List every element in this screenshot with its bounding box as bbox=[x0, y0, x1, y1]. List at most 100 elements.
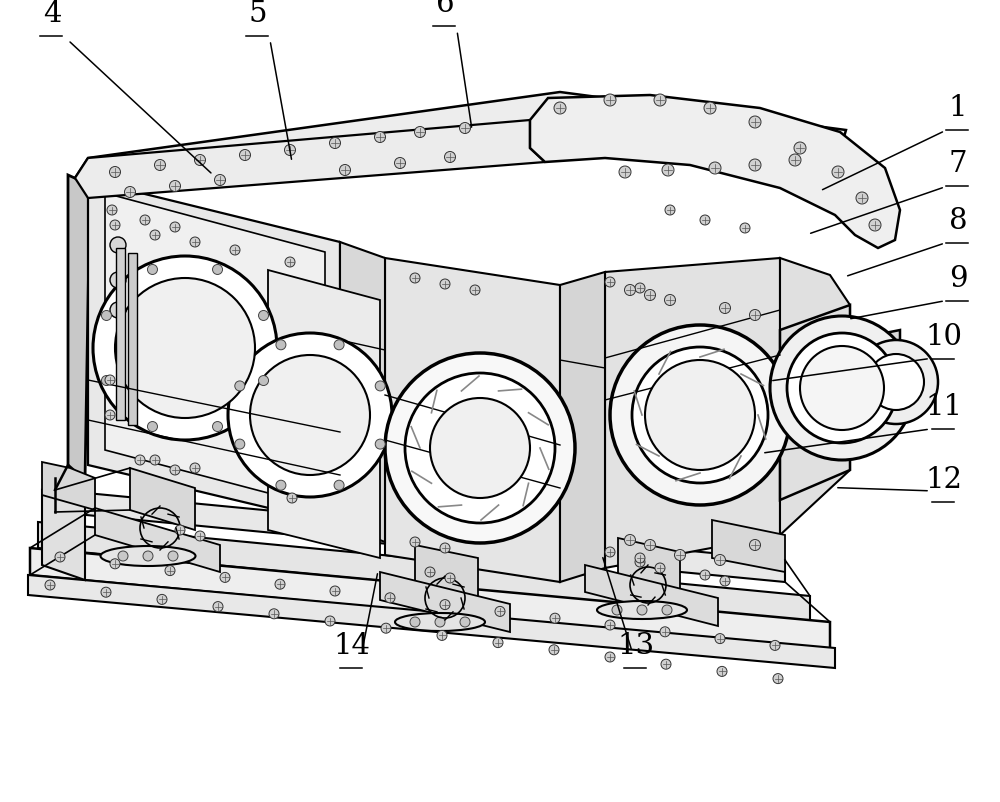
Polygon shape bbox=[55, 490, 785, 582]
Circle shape bbox=[213, 422, 223, 431]
Text: 5: 5 bbox=[249, 1, 267, 29]
Circle shape bbox=[750, 540, 761, 550]
Circle shape bbox=[644, 540, 656, 550]
Circle shape bbox=[605, 652, 615, 662]
Polygon shape bbox=[585, 565, 718, 626]
Circle shape bbox=[334, 340, 344, 350]
Circle shape bbox=[770, 316, 914, 460]
Text: 1: 1 bbox=[949, 95, 967, 123]
Circle shape bbox=[259, 375, 269, 386]
Circle shape bbox=[854, 340, 938, 424]
Circle shape bbox=[635, 283, 645, 293]
Circle shape bbox=[645, 360, 755, 470]
Ellipse shape bbox=[597, 601, 687, 619]
Circle shape bbox=[110, 167, 120, 177]
Polygon shape bbox=[530, 95, 900, 248]
Circle shape bbox=[750, 310, 761, 321]
Polygon shape bbox=[268, 270, 380, 558]
Circle shape bbox=[230, 245, 240, 255]
Circle shape bbox=[374, 132, 386, 143]
Circle shape bbox=[554, 102, 566, 114]
Circle shape bbox=[440, 600, 450, 610]
Circle shape bbox=[787, 333, 897, 443]
Circle shape bbox=[259, 310, 269, 321]
Circle shape bbox=[749, 116, 761, 128]
Polygon shape bbox=[38, 522, 810, 622]
Circle shape bbox=[610, 325, 790, 505]
Circle shape bbox=[118, 551, 128, 561]
Text: 7: 7 bbox=[949, 151, 967, 179]
Circle shape bbox=[170, 465, 180, 475]
Circle shape bbox=[749, 159, 761, 171]
Circle shape bbox=[375, 381, 385, 391]
Polygon shape bbox=[28, 575, 835, 668]
Circle shape bbox=[154, 160, 166, 171]
Polygon shape bbox=[780, 305, 850, 500]
Circle shape bbox=[194, 155, 206, 165]
Circle shape bbox=[101, 587, 111, 597]
Circle shape bbox=[410, 537, 420, 547]
Circle shape bbox=[700, 570, 710, 580]
Circle shape bbox=[325, 616, 335, 626]
Circle shape bbox=[605, 620, 615, 630]
Circle shape bbox=[175, 525, 185, 535]
Circle shape bbox=[619, 166, 631, 178]
Text: 14: 14 bbox=[334, 632, 370, 660]
Circle shape bbox=[228, 333, 392, 497]
Circle shape bbox=[654, 94, 666, 106]
Circle shape bbox=[637, 605, 647, 615]
Circle shape bbox=[460, 617, 470, 627]
Circle shape bbox=[660, 627, 670, 637]
Circle shape bbox=[269, 609, 279, 619]
Circle shape bbox=[394, 157, 406, 168]
Text: 9: 9 bbox=[949, 265, 967, 294]
Circle shape bbox=[110, 272, 126, 288]
Circle shape bbox=[330, 586, 340, 596]
Ellipse shape bbox=[395, 613, 485, 631]
Circle shape bbox=[340, 164, 351, 176]
Circle shape bbox=[168, 551, 178, 561]
Circle shape bbox=[93, 256, 277, 440]
Circle shape bbox=[334, 480, 344, 490]
Circle shape bbox=[55, 552, 65, 562]
Circle shape bbox=[235, 439, 245, 449]
Circle shape bbox=[285, 144, 296, 156]
Circle shape bbox=[550, 614, 560, 623]
Circle shape bbox=[717, 666, 727, 676]
Circle shape bbox=[375, 439, 385, 449]
Circle shape bbox=[105, 410, 115, 420]
Circle shape bbox=[605, 277, 615, 287]
Polygon shape bbox=[340, 242, 385, 542]
Circle shape bbox=[330, 137, 340, 148]
Circle shape bbox=[604, 94, 616, 106]
Text: 10: 10 bbox=[926, 323, 962, 351]
Text: 13: 13 bbox=[617, 632, 655, 660]
Circle shape bbox=[214, 175, 226, 185]
Polygon shape bbox=[88, 180, 340, 525]
Text: 12: 12 bbox=[926, 466, 962, 494]
Circle shape bbox=[495, 606, 505, 617]
Circle shape bbox=[440, 543, 450, 553]
Circle shape bbox=[709, 162, 721, 174]
Circle shape bbox=[715, 634, 725, 643]
Polygon shape bbox=[385, 258, 560, 582]
Circle shape bbox=[460, 123, 471, 133]
Circle shape bbox=[740, 223, 750, 233]
Circle shape bbox=[635, 557, 645, 567]
Circle shape bbox=[170, 222, 180, 232]
Circle shape bbox=[285, 257, 295, 267]
Polygon shape bbox=[560, 272, 605, 582]
Polygon shape bbox=[618, 538, 680, 590]
Circle shape bbox=[415, 127, 426, 137]
Circle shape bbox=[240, 149, 250, 160]
Circle shape bbox=[662, 164, 674, 176]
Polygon shape bbox=[712, 520, 785, 572]
Circle shape bbox=[190, 237, 200, 247]
Circle shape bbox=[275, 579, 285, 589]
Polygon shape bbox=[780, 258, 850, 535]
Polygon shape bbox=[380, 572, 510, 632]
Circle shape bbox=[110, 237, 126, 253]
Circle shape bbox=[220, 573, 230, 582]
Circle shape bbox=[276, 480, 286, 490]
Circle shape bbox=[147, 422, 157, 431]
